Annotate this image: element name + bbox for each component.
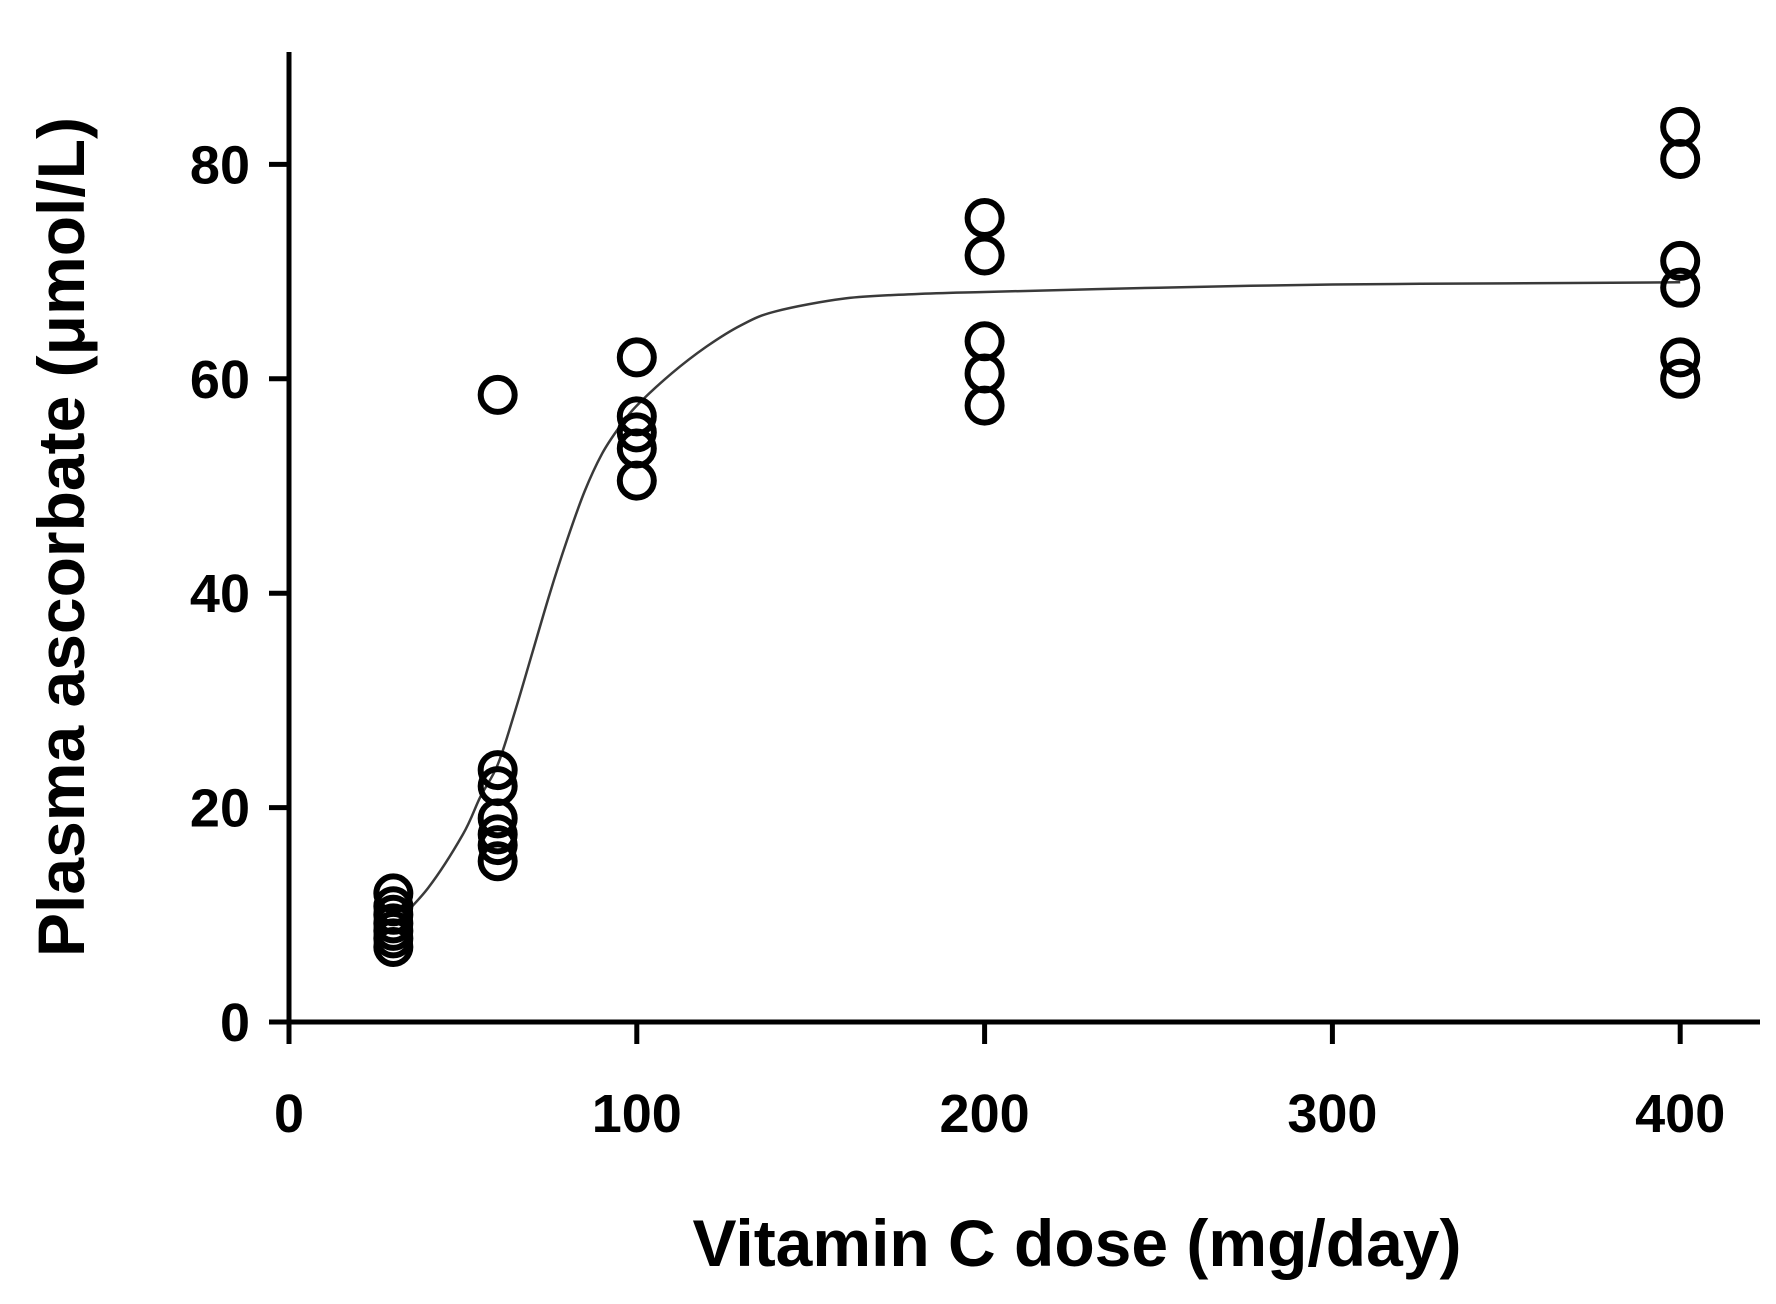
plot-area: 0 20 40 60 80 0 100 200 300 400 — [190, 52, 1760, 1144]
x-axis-ticks: 0 100 200 300 400 — [274, 1022, 1725, 1144]
data-point — [964, 235, 1005, 276]
y-tick-label: 20 — [190, 779, 250, 839]
data-point — [616, 412, 657, 453]
y-axis-ticks: 0 20 40 60 80 — [190, 135, 289, 1053]
x-axis-title: Vitamin C dose (mg/day) — [693, 1206, 1462, 1280]
data-point — [477, 750, 518, 791]
data-point — [1660, 106, 1701, 147]
data-point — [616, 460, 657, 501]
x-tick-label: 100 — [592, 1084, 682, 1144]
data-point — [477, 814, 518, 855]
data-point — [477, 841, 518, 882]
y-axis-title: Plasma ascorbate (μmol/L) — [24, 117, 98, 957]
y-tick-label: 80 — [190, 135, 250, 195]
data-point — [1660, 337, 1701, 378]
data-point — [964, 198, 1005, 238]
data-point — [964, 353, 1005, 394]
y-tick-label: 60 — [190, 350, 250, 410]
x-tick-label: 200 — [940, 1084, 1030, 1144]
data-point — [477, 825, 518, 866]
y-tick-label: 0 — [220, 993, 250, 1053]
x-tick-label: 300 — [1287, 1084, 1377, 1144]
data-point — [616, 337, 657, 378]
data-point — [1660, 358, 1701, 399]
data-point — [1660, 139, 1701, 180]
data-point — [477, 374, 518, 415]
data-point — [373, 873, 414, 914]
x-tick-label: 0 — [274, 1084, 304, 1144]
data-points — [373, 106, 1701, 967]
y-tick-label: 40 — [190, 564, 250, 624]
data-point — [477, 798, 518, 839]
x-tick-label: 400 — [1635, 1084, 1725, 1144]
data-point — [964, 321, 1005, 362]
data-point — [1660, 267, 1701, 308]
fit-curve-line — [392, 281, 1681, 927]
data-point — [373, 926, 414, 967]
data-point — [1660, 240, 1701, 281]
data-point — [964, 385, 1005, 426]
